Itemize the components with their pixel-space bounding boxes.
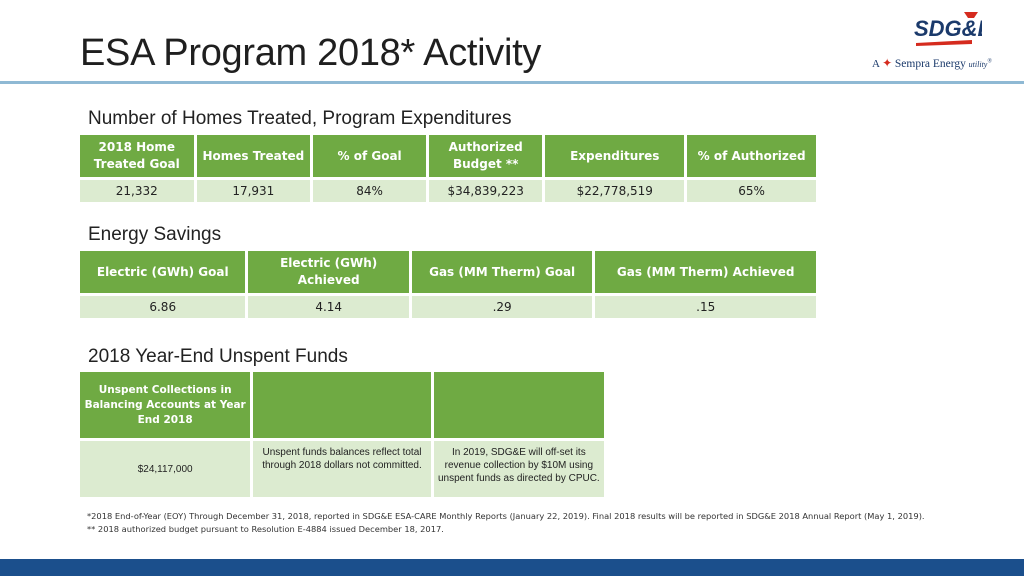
col-electric-achieved: Electric (GWh) Achieved <box>248 251 409 293</box>
cell-unspent-note: Unspent funds balances reflect total thr… <box>253 441 431 497</box>
sdge-logo: SDG&E A ✦ Sempra Energy utility® <box>872 8 1022 74</box>
cell-unspent-offset: In 2019, SDG&E will off-set its revenue … <box>433 441 604 497</box>
col-electric-goal: Electric (GWh) Goal <box>80 251 246 293</box>
col-unspent-blank-2 <box>433 372 604 438</box>
title-divider <box>0 81 1024 84</box>
slide-title: ESA Program 2018* Activity <box>80 32 542 74</box>
unspent-header-row: Unspent Collections in Balancing Account… <box>80 372 604 438</box>
cell-electric-achieved: 4.14 <box>248 296 409 318</box>
cell-authorized-budget: $34,839,223 <box>429 180 543 202</box>
tagline-prefix: A <box>872 58 880 70</box>
homes-heading: Number of Homes Treated, Program Expendi… <box>88 108 512 129</box>
cell-gas-goal: .29 <box>411 296 593 318</box>
col-unspent-collections: Unspent Collections in Balancing Account… <box>80 372 251 438</box>
cell-electric-goal: 6.86 <box>80 296 246 318</box>
col-gas-achieved: Gas (MM Therm) Achieved <box>595 251 816 293</box>
cell-pct-goal: 84% <box>313 180 427 202</box>
cell-expenditures: $22,778,519 <box>545 180 685 202</box>
tagline-mark: ® <box>987 58 992 65</box>
homes-table: 2018 Home Treated Goal Homes Treated % o… <box>77 132 819 205</box>
energy-value-row: 6.86 4.14 .29 .15 <box>80 296 816 318</box>
footnote-eoy: *2018 End-of-Year (EOY) Through December… <box>87 511 925 521</box>
unspent-table: Unspent Collections in Balancing Account… <box>77 369 607 500</box>
col-authorized-budget: Authorized Budget ** <box>429 135 543 177</box>
col-pct-goal: % of Goal <box>313 135 427 177</box>
col-unspent-blank-1 <box>253 372 431 438</box>
col-home-goal: 2018 Home Treated Goal <box>80 135 194 177</box>
tagline-suffix: utility <box>968 60 988 69</box>
svg-text:SDG&E: SDG&E <box>914 16 982 41</box>
unspent-heading: 2018 Year-End Unspent Funds <box>88 346 348 367</box>
cell-homes-treated: 17,931 <box>196 180 311 202</box>
sdge-logo-mark: SDG&E <box>914 12 982 46</box>
energy-header-row: Electric (GWh) Goal Electric (GWh) Achie… <box>80 251 816 293</box>
cell-pct-authorized: 65% <box>687 180 816 202</box>
footnotes: *2018 End-of-Year (EOY) Through December… <box>87 510 942 536</box>
col-gas-goal: Gas (MM Therm) Goal <box>411 251 593 293</box>
col-pct-authorized: % of Authorized <box>687 135 816 177</box>
col-expenditures: Expenditures <box>545 135 685 177</box>
homes-header-row: 2018 Home Treated Goal Homes Treated % o… <box>80 135 816 177</box>
cell-home-goal: 21,332 <box>80 180 194 202</box>
tagline-brand: Sempra Energy <box>894 58 966 70</box>
footnote-budget: ** 2018 authorized budget pursuant to Re… <box>87 524 444 534</box>
col-homes-treated: Homes Treated <box>196 135 311 177</box>
cell-unspent-amount: $24,117,000 <box>80 441 251 497</box>
sempra-tagline: A ✦ Sempra Energy utility® <box>872 56 1022 71</box>
homes-value-row: 21,332 17,931 84% $34,839,223 $22,778,51… <box>80 180 816 202</box>
sempra-flame-icon: ✦ <box>882 56 893 70</box>
bottom-bar <box>0 559 1024 576</box>
energy-heading: Energy Savings <box>88 224 222 245</box>
cell-gas-achieved: .15 <box>595 296 816 318</box>
unspent-value-row: $24,117,000 Unspent funds balances refle… <box>80 441 604 497</box>
energy-table: Electric (GWh) Goal Electric (GWh) Achie… <box>77 248 819 321</box>
